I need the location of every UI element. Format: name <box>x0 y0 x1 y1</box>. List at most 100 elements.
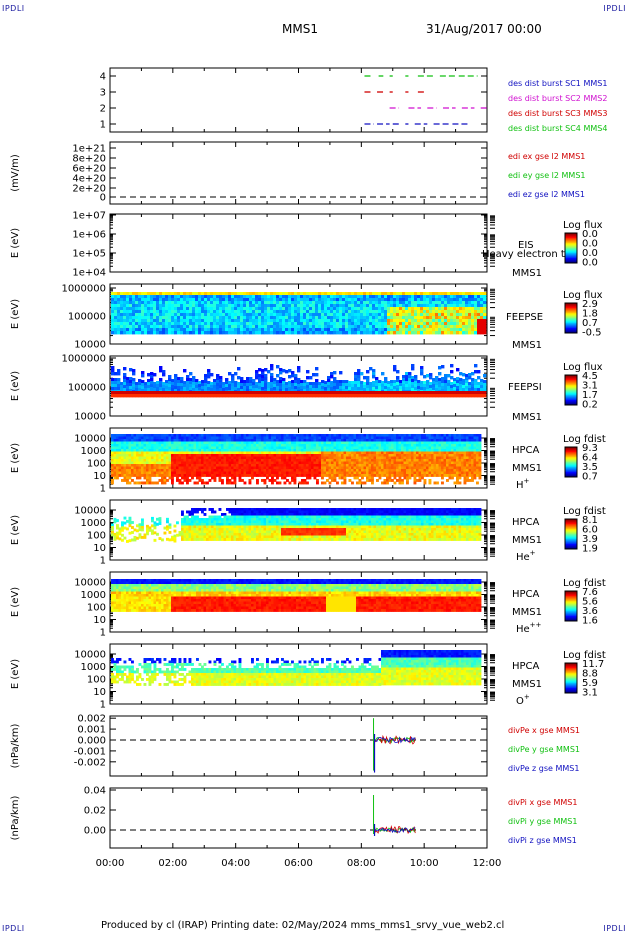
heat-cell <box>261 378 265 382</box>
heat-cell <box>399 386 403 390</box>
heatmap-cells <box>111 292 487 335</box>
heat-cell <box>306 456 309 460</box>
heat-cell <box>153 322 157 326</box>
heat-cell <box>243 310 247 314</box>
heat-cell <box>294 313 298 317</box>
heat-cell <box>266 436 269 440</box>
heat-cell <box>483 394 487 398</box>
heat-cell <box>248 446 252 450</box>
heat-cell <box>411 313 415 317</box>
colorbar-tick-label-3: 1.8 <box>582 309 598 320</box>
heat-cell <box>156 301 160 305</box>
heat-cell <box>129 325 133 329</box>
heat-cell <box>326 454 329 457</box>
heat-cell <box>225 387 229 391</box>
heatmap-cells <box>111 364 487 398</box>
heat-cell <box>354 384 358 388</box>
heat-cell <box>117 331 121 335</box>
heat-cell <box>291 292 295 296</box>
heat-cell <box>249 328 253 332</box>
heat-cell <box>411 367 415 371</box>
heat-cell <box>163 454 167 457</box>
heat-cell <box>128 466 132 470</box>
heat-cell <box>331 456 334 460</box>
heat-cell <box>221 444 224 447</box>
heat-cell <box>211 434 214 437</box>
heat-cell <box>306 292 310 296</box>
heat-cell <box>263 446 267 450</box>
heat-cell <box>258 439 262 442</box>
heat-cell <box>345 298 349 302</box>
heat-cell <box>318 316 322 320</box>
heat-cell <box>273 378 277 382</box>
heat-cell <box>312 325 316 329</box>
heat-cell <box>161 441 164 445</box>
heat-cell <box>270 382 274 386</box>
heat-cell <box>132 331 136 335</box>
heat-cell <box>417 307 421 311</box>
heat-cell <box>348 292 352 296</box>
heat-cell <box>318 451 322 455</box>
heat-cell <box>453 307 457 311</box>
heat-cell <box>268 436 272 440</box>
heat-cell <box>414 292 418 296</box>
heat-cell <box>278 436 282 440</box>
heat-cell <box>243 391 247 395</box>
heat-cell <box>327 388 331 392</box>
heat-cell <box>279 377 283 381</box>
heat-cell <box>201 394 205 398</box>
heat-cell <box>273 304 277 308</box>
heat-cell <box>216 446 219 450</box>
heat-cell <box>121 459 124 462</box>
heat-cell <box>151 441 154 445</box>
heat-cell <box>148 474 152 477</box>
heat-cell <box>150 322 154 326</box>
heat-cell <box>417 383 421 387</box>
colorbar-cell <box>565 377 577 380</box>
heat-cell <box>296 439 299 442</box>
heat-cell <box>240 292 244 296</box>
heat-cell <box>273 436 277 440</box>
heat-cell <box>426 313 430 317</box>
heat-cell <box>372 391 376 395</box>
heat-cell <box>223 449 227 452</box>
heat-cell <box>263 449 267 452</box>
heat-cell <box>459 322 463 326</box>
heat-cell <box>126 481 129 485</box>
heat-cell <box>345 325 349 329</box>
heat-cell <box>268 469 272 472</box>
heat-cell <box>188 449 192 452</box>
heat-cell <box>396 316 400 320</box>
heat-cell <box>301 474 304 477</box>
heat-cell <box>132 307 136 311</box>
heat-cell <box>465 304 469 308</box>
heat-cell <box>267 370 271 374</box>
heat-cell <box>156 456 159 460</box>
heat-cell <box>300 391 304 395</box>
heat-cell <box>148 446 152 450</box>
heat-cell <box>283 444 287 447</box>
heat-cell <box>226 464 229 467</box>
heat-cell <box>171 474 174 477</box>
heat-cell <box>238 444 242 447</box>
heat-cell <box>148 444 152 447</box>
heat-cell <box>251 446 254 450</box>
heat-cell <box>243 394 247 398</box>
heat-cell <box>144 385 148 389</box>
heat-cell <box>378 295 382 299</box>
heat-cell <box>201 459 204 462</box>
heat-cell <box>158 461 162 465</box>
heat-cell <box>219 295 223 299</box>
heat-cell <box>193 461 197 465</box>
heat-cell <box>324 391 328 395</box>
heat-cell <box>312 382 316 386</box>
heat-cell <box>211 456 214 460</box>
heat-cell <box>143 476 147 480</box>
heat-cell <box>203 444 207 447</box>
heat-cell <box>327 394 331 398</box>
heat-cell <box>321 439 324 442</box>
heat-cell <box>150 313 154 317</box>
heat-cell <box>246 389 250 393</box>
heat-cell <box>189 316 193 320</box>
heat-cell <box>255 388 259 392</box>
